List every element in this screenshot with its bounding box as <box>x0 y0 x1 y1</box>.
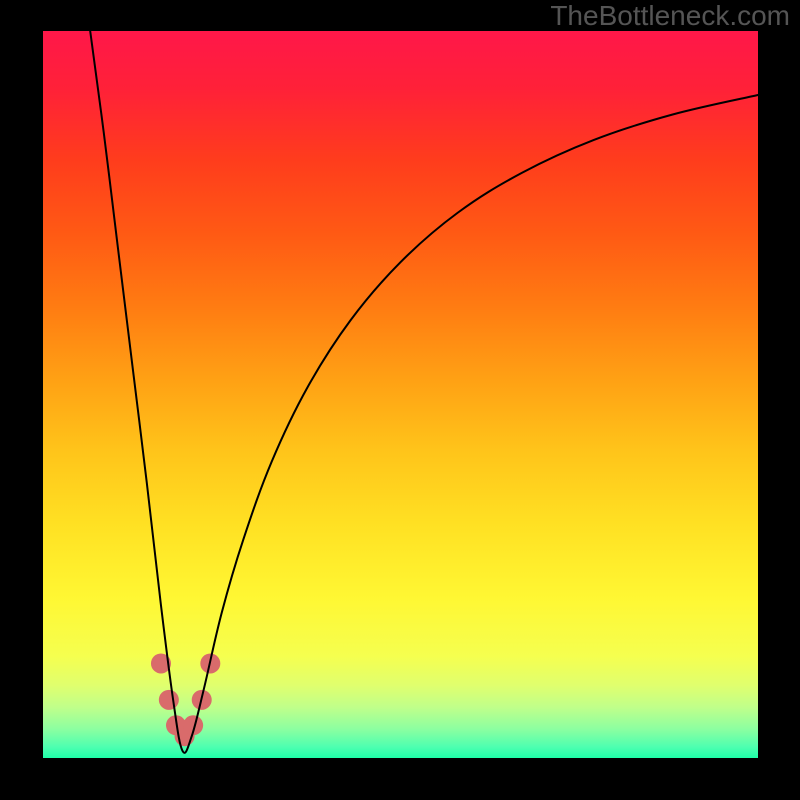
chart-container: TheBottleneck.com <box>0 0 800 800</box>
bottleneck-chart <box>0 0 800 800</box>
highlight-dot <box>159 690 179 710</box>
watermark-text: TheBottleneck.com <box>550 0 790 32</box>
gradient-background <box>43 31 758 758</box>
